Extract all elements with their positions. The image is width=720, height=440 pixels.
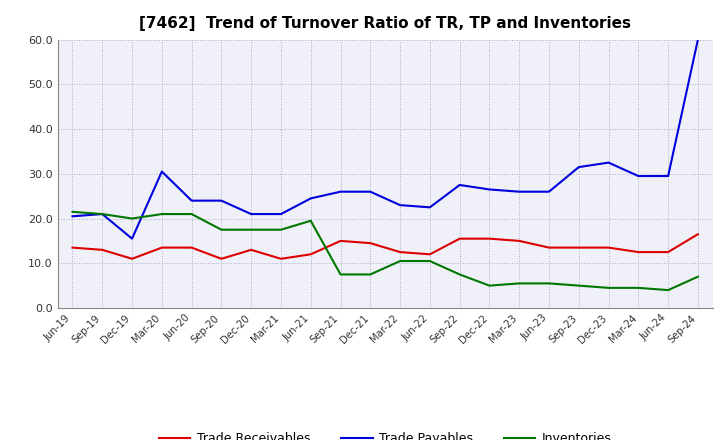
Trade Payables: [575, 165, 583, 170]
Inventories: [127, 216, 136, 221]
Inventories: [217, 227, 226, 232]
Inventories: [545, 281, 554, 286]
Trade Payables: [426, 205, 434, 210]
Inventories: [158, 211, 166, 216]
Trade Receivables: [276, 256, 285, 261]
Inventories: [98, 211, 107, 216]
Trade Receivables: [545, 245, 554, 250]
Trade Receivables: [158, 245, 166, 250]
Inventories: [396, 258, 405, 264]
Trade Payables: [396, 202, 405, 208]
Inventories: [307, 218, 315, 224]
Trade Payables: [366, 189, 374, 194]
Trade Receivables: [426, 252, 434, 257]
Inventories: [426, 258, 434, 264]
Inventories: [515, 281, 523, 286]
Trade Receivables: [187, 245, 196, 250]
Trade Receivables: [98, 247, 107, 253]
Trade Receivables: [693, 231, 702, 237]
Line: Trade Receivables: Trade Receivables: [73, 234, 698, 259]
Trade Payables: [664, 173, 672, 179]
Trade Payables: [247, 211, 256, 216]
Line: Trade Payables: Trade Payables: [73, 40, 698, 238]
Trade Receivables: [515, 238, 523, 244]
Trade Payables: [634, 173, 643, 179]
Trade Receivables: [127, 256, 136, 261]
Trade Payables: [276, 211, 285, 216]
Inventories: [664, 287, 672, 293]
Inventories: [634, 285, 643, 290]
Trade Receivables: [634, 249, 643, 255]
Trade Payables: [98, 211, 107, 216]
Trade Receivables: [307, 252, 315, 257]
Trade Receivables: [396, 249, 405, 255]
Trade Receivables: [604, 245, 613, 250]
Legend: Trade Receivables, Trade Payables, Inventories: Trade Receivables, Trade Payables, Inven…: [154, 427, 616, 440]
Trade Payables: [68, 214, 77, 219]
Inventories: [366, 272, 374, 277]
Inventories: [693, 274, 702, 279]
Trade Payables: [693, 37, 702, 42]
Trade Receivables: [575, 245, 583, 250]
Trade Receivables: [336, 238, 345, 244]
Inventories: [575, 283, 583, 288]
Inventories: [455, 272, 464, 277]
Title: [7462]  Trend of Turnover Ratio of TR, TP and Inventories: [7462] Trend of Turnover Ratio of TR, TP…: [139, 16, 631, 32]
Trade Payables: [217, 198, 226, 203]
Trade Receivables: [217, 256, 226, 261]
Trade Payables: [336, 189, 345, 194]
Inventories: [336, 272, 345, 277]
Trade Receivables: [664, 249, 672, 255]
Trade Payables: [515, 189, 523, 194]
Inventories: [276, 227, 285, 232]
Inventories: [68, 209, 77, 214]
Trade Payables: [158, 169, 166, 174]
Trade Payables: [307, 196, 315, 201]
Trade Payables: [187, 198, 196, 203]
Inventories: [485, 283, 494, 288]
Trade Receivables: [366, 241, 374, 246]
Inventories: [247, 227, 256, 232]
Trade Payables: [127, 236, 136, 241]
Trade Receivables: [455, 236, 464, 241]
Inventories: [604, 285, 613, 290]
Trade Receivables: [68, 245, 77, 250]
Line: Inventories: Inventories: [73, 212, 698, 290]
Trade Payables: [485, 187, 494, 192]
Trade Payables: [545, 189, 554, 194]
Trade Receivables: [247, 247, 256, 253]
Inventories: [187, 211, 196, 216]
Trade Receivables: [485, 236, 494, 241]
Trade Payables: [604, 160, 613, 165]
Trade Payables: [455, 182, 464, 187]
